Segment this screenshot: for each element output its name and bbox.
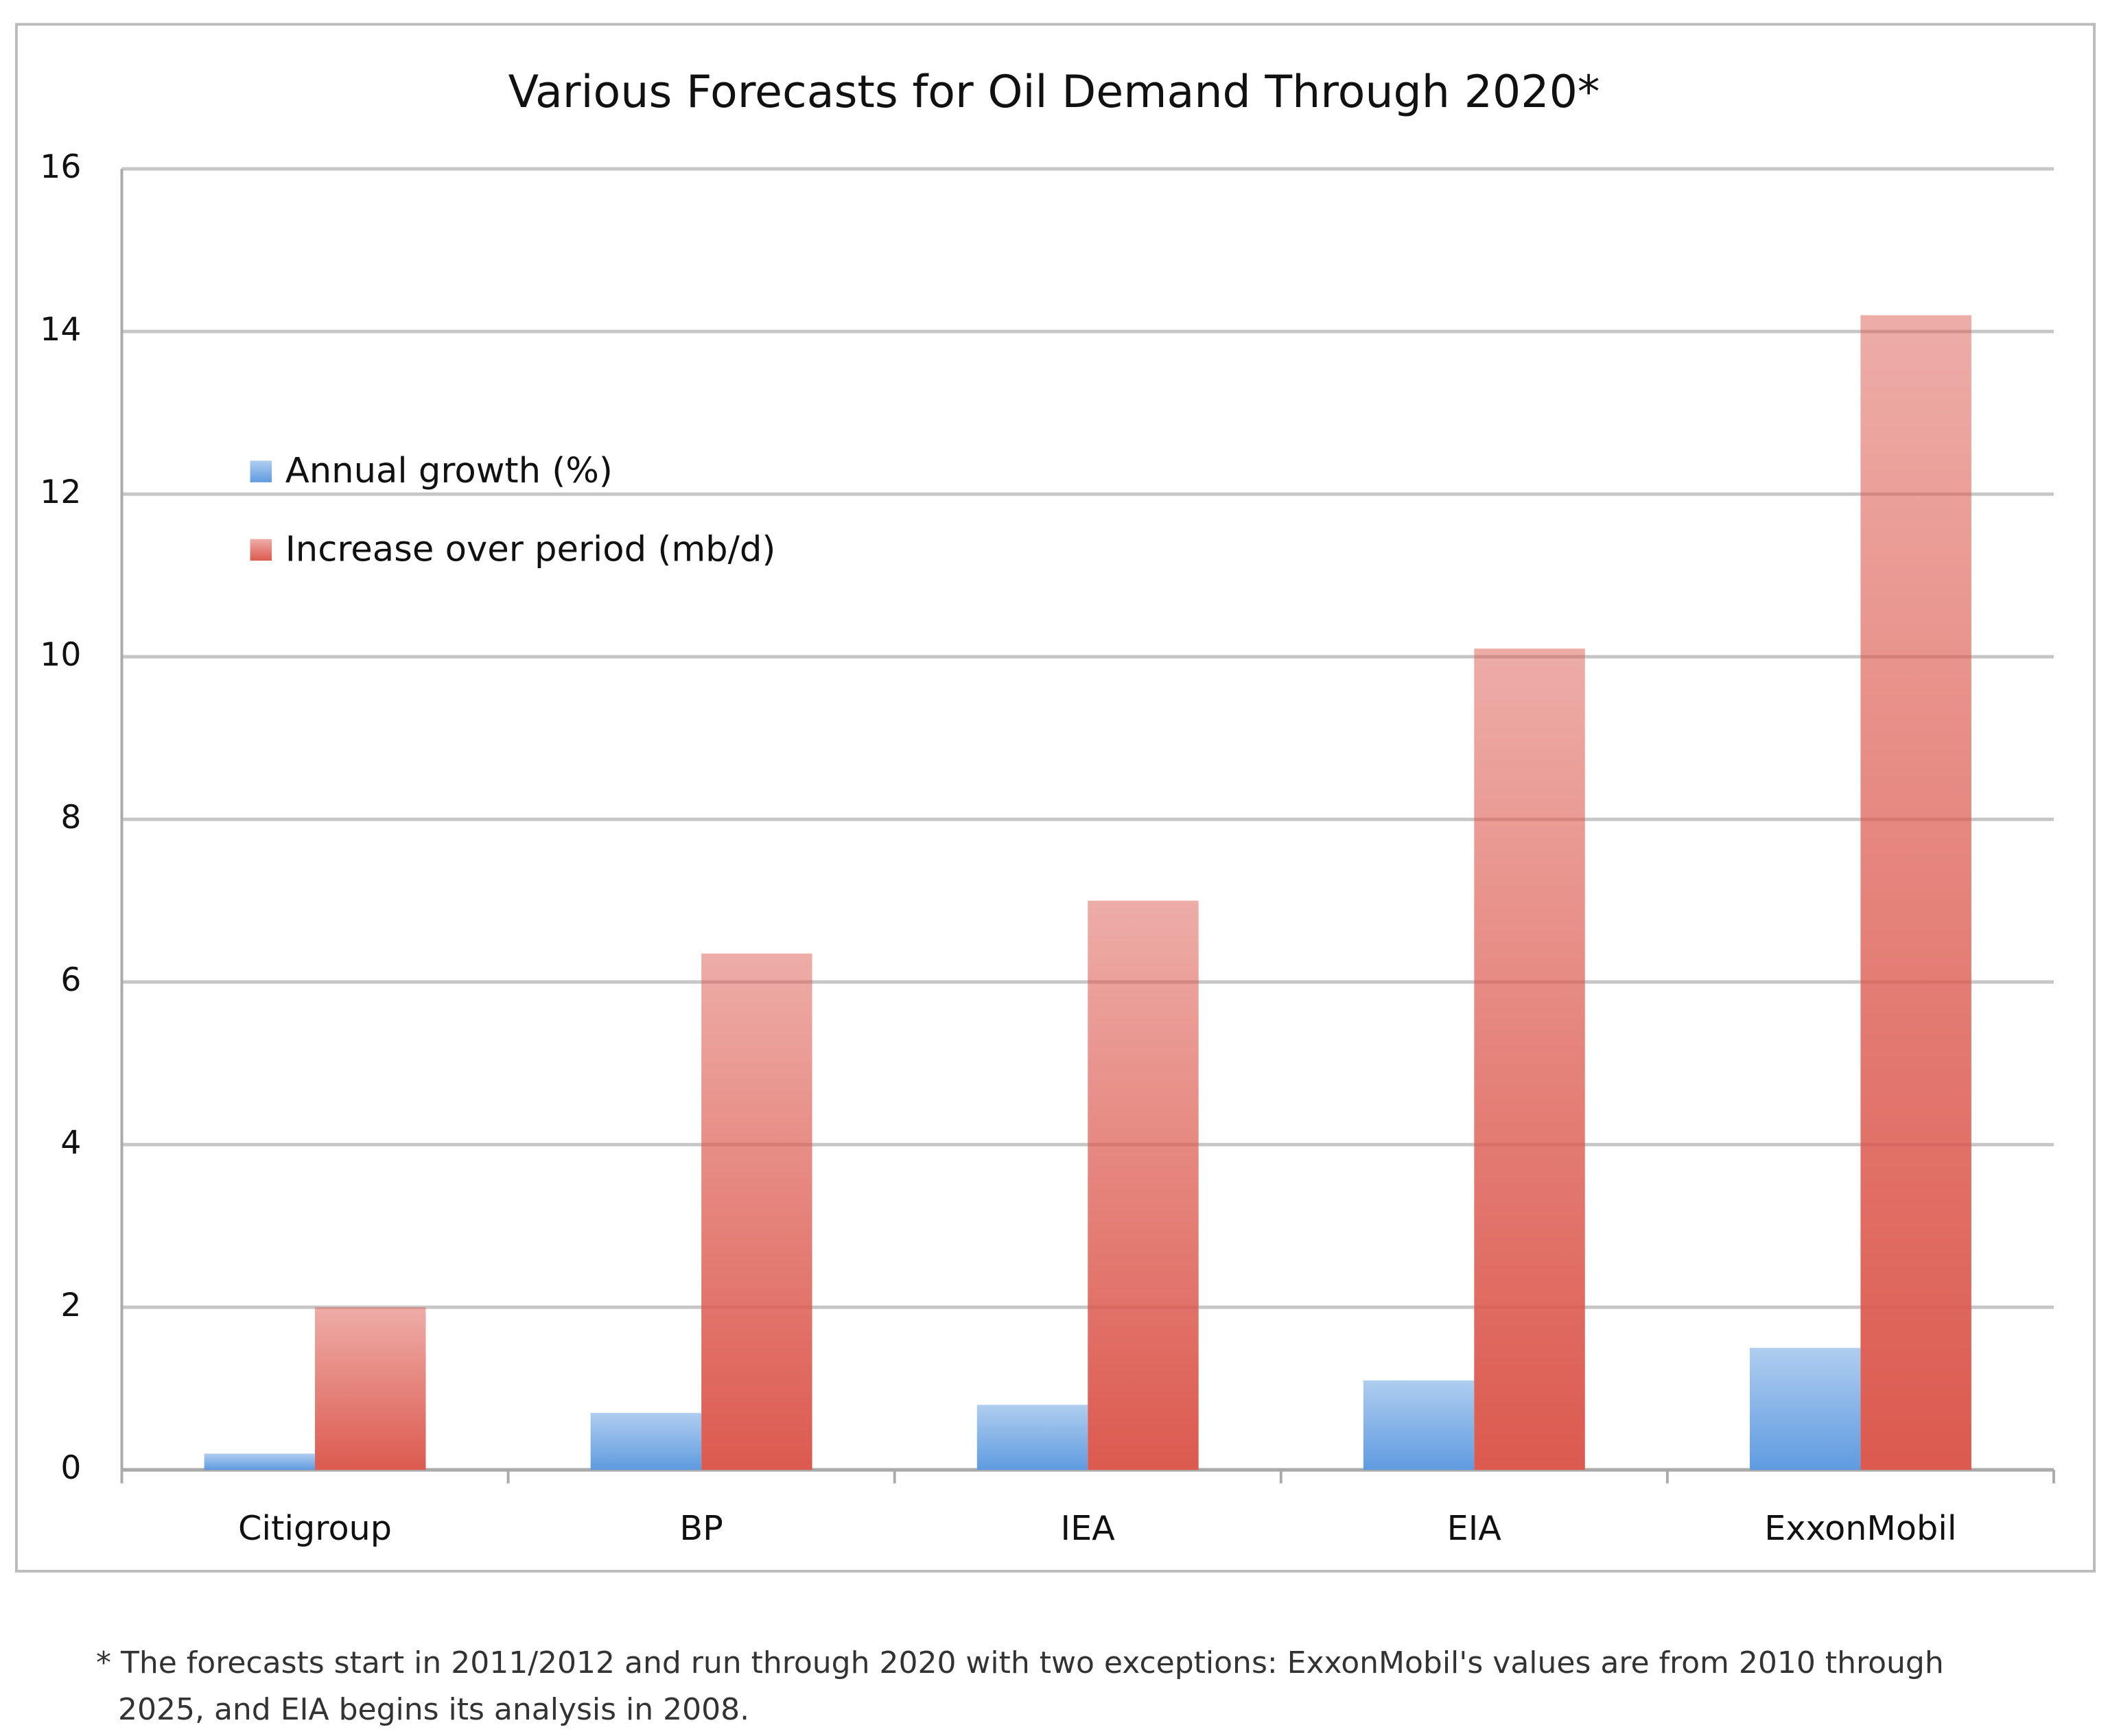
bar <box>204 1453 316 1470</box>
bar <box>1363 1380 1475 1470</box>
chart-title: Various Forecasts for Oil Demand Through… <box>508 67 1600 118</box>
bar <box>976 1405 1088 1470</box>
y-tick-label: 12 <box>40 473 81 511</box>
x-tick-label: ExxonMobil <box>1764 1508 1956 1548</box>
bar <box>1749 1348 1861 1470</box>
bar <box>1088 900 1199 1470</box>
bar <box>315 1307 426 1470</box>
x-tick-label: IEA <box>1061 1508 1116 1548</box>
y-tick-label: 14 <box>40 311 81 349</box>
legend-swatch <box>250 460 272 482</box>
x-tick-label: EIA <box>1447 1508 1502 1548</box>
bar <box>1474 648 1585 1470</box>
bar <box>590 1413 702 1470</box>
x-tick-label: Citigroup <box>238 1508 392 1548</box>
y-tick-label: 2 <box>60 1287 81 1324</box>
y-tick-label: 10 <box>40 636 81 674</box>
y-tick-label: 16 <box>40 148 81 186</box>
bar <box>1860 315 1971 1470</box>
x-tick-label: BP <box>679 1508 723 1548</box>
legend-label: Annual growth (%) <box>285 450 613 491</box>
y-tick-label: 0 <box>60 1449 81 1487</box>
legend-swatch <box>250 539 272 561</box>
y-tick-label: 4 <box>60 1124 81 1162</box>
bar <box>701 953 812 1470</box>
legend-label: Increase over period (mb/d) <box>285 528 776 570</box>
y-tick-label: 8 <box>60 799 81 836</box>
footnote: * The forecasts start in 2011/2012 and r… <box>96 1645 1944 1727</box>
y-tick-label: 6 <box>60 961 81 999</box>
